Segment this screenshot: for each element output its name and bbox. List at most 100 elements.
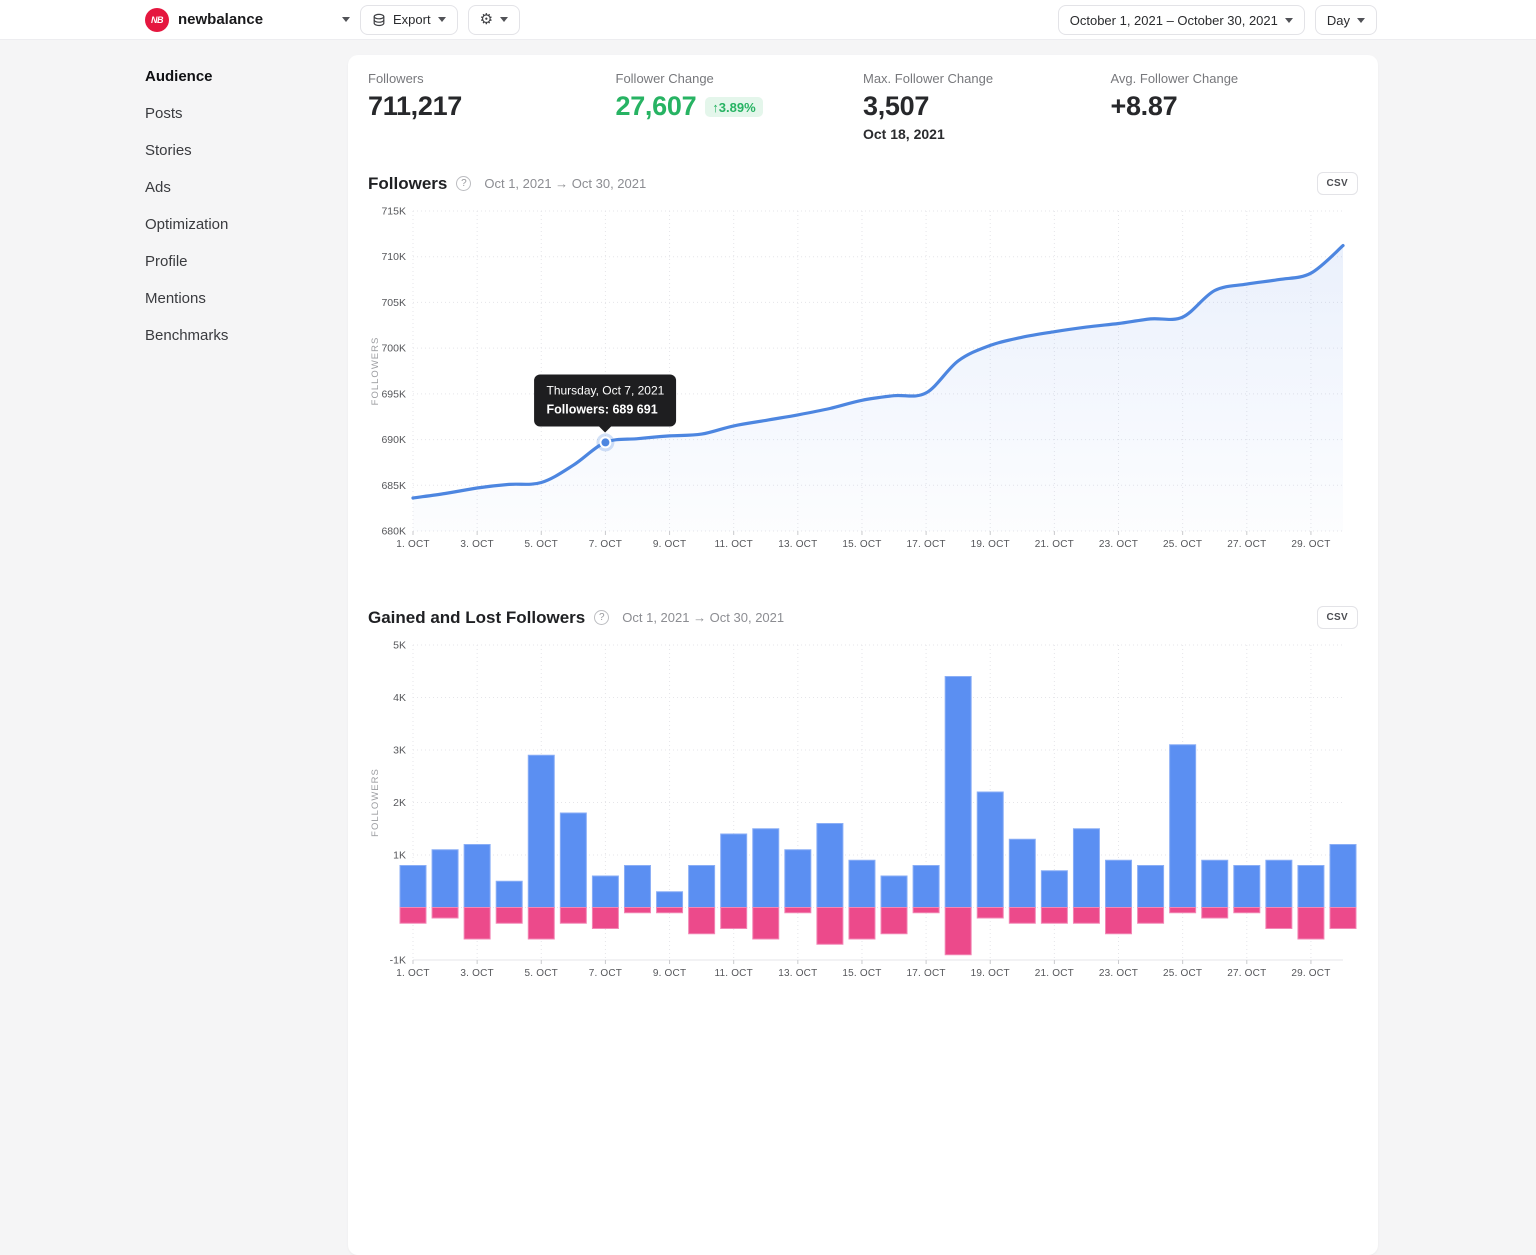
gained-bar [1040,870,1068,908]
section-title: Followers [368,173,448,193]
svg-text:11. OCT: 11. OCT [714,539,752,550]
svg-text:23. OCT: 23. OCT [1099,539,1138,550]
lost-bar [623,907,651,914]
lost-bar [1329,907,1357,929]
account-name: newbalance [178,11,264,28]
svg-text:9. OCT: 9. OCT [653,539,686,550]
lost-bar [591,907,619,929]
topbar: NB newbalance Export ⚙ October 1, 2021 –… [0,0,1536,40]
lost-bar [720,907,748,929]
date-range-label: October 1, 2021 – October 30, 2021 [1069,12,1278,28]
svg-text:7. OCT: 7. OCT [589,539,622,550]
csv-export-button[interactable]: CSV [1316,606,1358,629]
svg-text:3K: 3K [393,745,406,757]
svg-text:3. OCT: 3. OCT [460,968,493,979]
svg-text:-1K: -1K [390,955,406,967]
svg-text:1. OCT: 1. OCT [396,968,429,979]
chevron-down-icon [437,17,446,22]
main-content-card: Followers 711,217 Follower Change 27,607… [348,55,1378,1255]
lost-bar [1169,907,1197,914]
gear-icon: ⚙ [479,11,494,28]
account-selector[interactable]: NB newbalance [145,7,350,32]
svg-text:1K: 1K [393,850,406,862]
highlighted-point [601,438,610,447]
granularity-label: Day [1326,12,1350,28]
followers-section: Followers ? Oct 1, 2021 → Oct 30, 2021 C… [368,172,1358,556]
svg-text:7. OCT: 7. OCT [589,968,622,979]
followers-line [411,244,1345,500]
chevron-down-icon [1284,17,1293,23]
gained-bar [816,823,844,908]
brand-logo-icon: NB [145,7,169,32]
svg-text:690K: 690K [381,434,406,446]
settings-button[interactable]: ⚙ [467,4,521,35]
gained-bar [688,865,716,908]
svg-text:25. OCT: 25. OCT [1163,968,1202,979]
gained-bar [623,865,651,908]
sidebar-item-optimization[interactable]: Optimization [145,216,229,233]
sidebar-item-stories[interactable]: Stories [145,142,192,159]
y-axis-label: FOLLOWERS [370,768,381,837]
stat-date: Oct 18, 2021 [863,126,945,142]
stat-value: 3,507 [863,91,930,121]
lost-bar [1137,907,1165,924]
help-icon[interactable]: ? [594,610,610,625]
lost-bar [976,907,1004,919]
gained-bar [1233,865,1261,908]
lost-bar [559,907,587,924]
svg-text:17. OCT: 17. OCT [907,968,946,979]
lost-bar [1297,907,1325,940]
chevron-down-icon [1357,17,1365,23]
export-button[interactable]: Export [360,4,458,35]
svg-text:25. OCT: 25. OCT [1163,539,1202,550]
gained-bar [720,833,748,908]
date-range-picker[interactable]: October 1, 2021 – October 30, 2021 [1057,5,1305,35]
lost-bar [1008,907,1036,924]
lost-bar [1233,907,1261,914]
svg-text:15. OCT: 15. OCT [842,968,881,979]
gained-bar [559,812,587,908]
svg-text:19. OCT: 19. OCT [971,968,1010,979]
gained-bar [656,891,684,908]
sidebar-item-mentions[interactable]: Mentions [145,290,206,307]
sidebar-item-audience[interactable]: Audience [145,68,213,85]
section-title: Gained and Lost Followers [368,607,586,627]
svg-text:21. OCT: 21. OCT [1035,539,1074,550]
followers-section-header: Followers ? Oct 1, 2021 → Oct 30, 2021 C… [368,172,1358,195]
gained-bar [495,880,523,908]
svg-text:9. OCT: 9. OCT [653,968,686,979]
lost-bar [656,907,684,914]
granularity-select[interactable]: Day [1314,5,1377,35]
gained-bar [912,865,940,908]
sidebar-item-posts[interactable]: Posts [145,105,183,122]
svg-text:2K: 2K [393,797,406,809]
gained-bar [1329,844,1357,908]
gained-bar [399,865,427,908]
sidebar-item-profile[interactable]: Profile [145,253,188,270]
stat-max-follower-change: Max. Follower Change 3,507 Oct 18, 2021 [863,71,1111,142]
lost-bar [1040,907,1068,924]
sidebar-item-benchmarks[interactable]: Benchmarks [145,327,229,344]
sidebar-item-ads[interactable]: Ads [145,179,171,196]
lost-bar [752,907,780,940]
stat-follower-change: Follower Change 27,607 ↑3.89% [616,71,864,142]
svg-text:3. OCT: 3. OCT [460,539,493,550]
followers-line-chart[interactable]: Thursday, Oct 7, 2021 Followers: 689 691… [368,201,1358,556]
stat-label: Follower Change [615,71,714,86]
svg-text:710K: 710K [381,251,406,263]
svg-text:5K: 5K [393,640,406,652]
gained-bar [591,875,619,908]
gained-bar [1105,859,1133,908]
gained-bar [1265,859,1293,908]
lost-bar [1105,907,1133,935]
gained-lost-section: Gained and Lost Followers ? Oct 1, 2021 … [368,606,1358,990]
svg-text:21. OCT: 21. OCT [1035,968,1074,979]
svg-text:13. OCT: 13. OCT [778,968,817,979]
csv-export-button[interactable]: CSV [1316,172,1358,195]
lost-bar [1072,907,1100,924]
stat-avg-follower-change: Avg. Follower Change +8.87 [1111,71,1359,142]
help-icon[interactable]: ? [456,176,472,191]
lost-bar [912,907,940,914]
